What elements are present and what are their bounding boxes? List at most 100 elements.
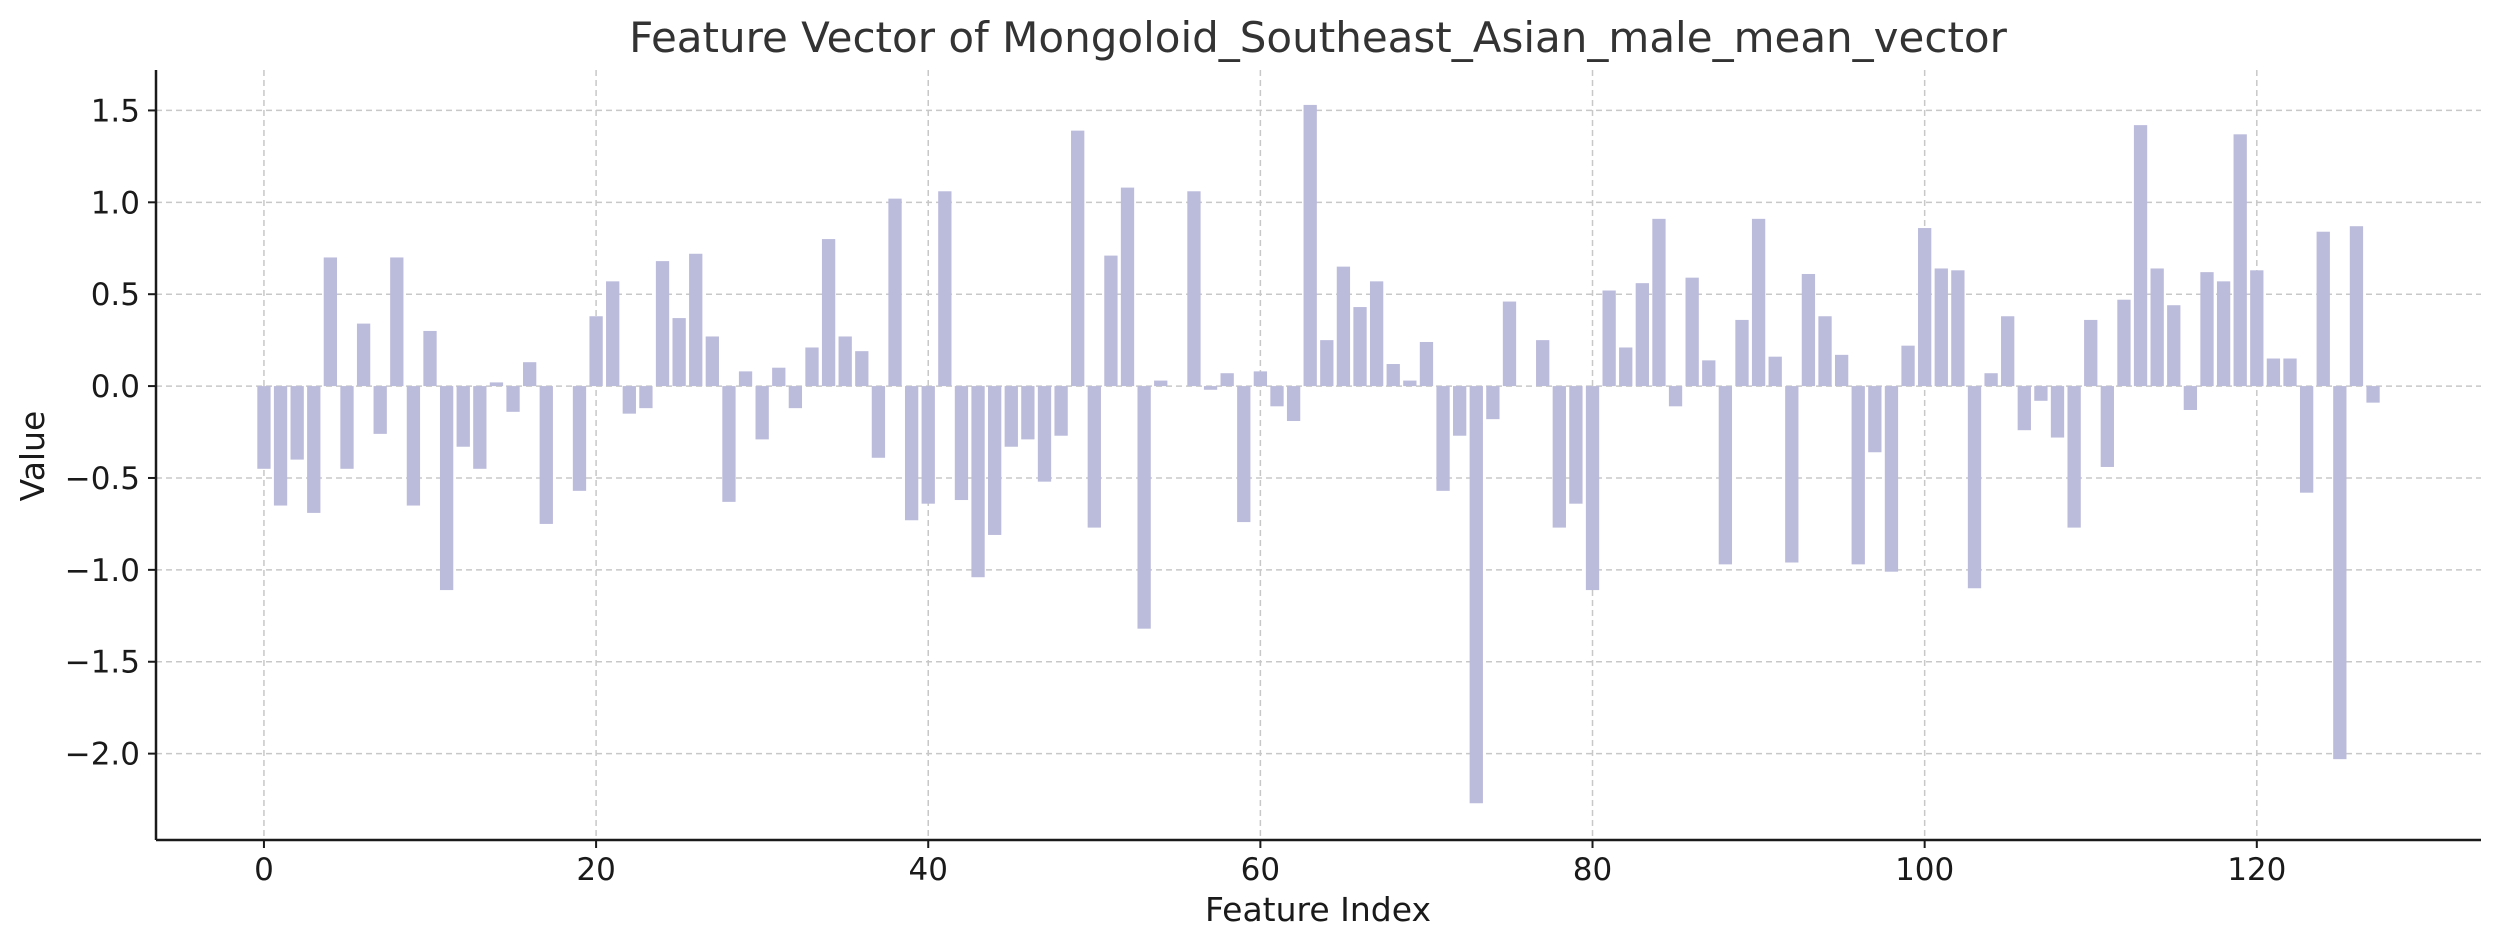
bar	[722, 386, 736, 502]
bar	[988, 386, 1002, 535]
bar	[2283, 358, 2297, 387]
bar	[1718, 386, 1733, 565]
bar	[1901, 345, 1915, 387]
bar	[1851, 386, 1865, 565]
bar	[323, 257, 338, 387]
x-tick-label: 20	[576, 852, 615, 888]
bar	[1486, 386, 1500, 420]
bar	[1967, 386, 1982, 589]
bar	[1668, 386, 1683, 407]
bar	[1104, 255, 1118, 387]
bar	[2133, 125, 2148, 387]
bar	[2233, 134, 2247, 387]
bar	[2250, 270, 2264, 387]
y-tick-label: 0.5	[91, 277, 140, 313]
bar	[904, 386, 919, 521]
x-axis-label: Feature Index	[1205, 890, 1431, 929]
bar	[2183, 386, 2198, 410]
bar	[1137, 386, 1151, 629]
axes	[154, 70, 2481, 842]
bar	[755, 386, 769, 440]
bar	[572, 386, 587, 491]
bar	[1602, 290, 1616, 387]
y-tick-label: −1.5	[65, 645, 140, 681]
bar	[1469, 386, 1483, 804]
x-tick-label: 40	[909, 852, 948, 888]
bar	[1685, 277, 1699, 387]
bar	[805, 347, 819, 387]
y-tick-label: −0.5	[65, 461, 140, 497]
bar	[1951, 270, 1965, 387]
bar	[307, 386, 321, 513]
bar	[639, 386, 653, 409]
bar	[838, 336, 852, 387]
bar	[2200, 272, 2214, 387]
bar	[1403, 380, 1417, 387]
bar	[672, 318, 686, 387]
y-tick-label: 0.0	[91, 369, 140, 405]
bar	[2167, 305, 2181, 387]
bar	[1353, 307, 1367, 387]
bar	[738, 371, 753, 387]
bar	[2034, 386, 2048, 401]
bar	[788, 386, 803, 409]
chart-title: Feature Vector of Mongoloid_Southeast_As…	[629, 13, 2008, 62]
bar	[1818, 316, 1832, 387]
bar	[406, 386, 421, 506]
bar	[390, 257, 404, 387]
bar	[2216, 281, 2231, 387]
bar	[1884, 386, 1899, 572]
bar	[871, 386, 886, 458]
bar	[257, 386, 271, 469]
bar	[290, 386, 304, 460]
bar	[1585, 386, 1600, 591]
bar	[1336, 266, 1351, 387]
bar	[1369, 281, 1384, 387]
bar	[1270, 386, 1284, 407]
bar	[423, 330, 437, 387]
bar	[1087, 386, 1101, 528]
bar	[1037, 386, 1052, 482]
bar	[2366, 386, 2380, 403]
y-tick-label: −1.0	[65, 553, 140, 589]
bar	[2349, 226, 2364, 387]
bar	[2084, 319, 2098, 387]
x-ticks: 0 20 40 60 80 100 120	[254, 840, 2286, 888]
bar	[439, 386, 454, 591]
bar	[1768, 356, 1782, 387]
y-tick-label: −2.0	[65, 737, 140, 773]
bar	[1220, 373, 1234, 387]
x-tick-label: 120	[2227, 852, 2286, 888]
x-tick-label: 100	[1895, 852, 1954, 888]
bar	[954, 386, 969, 501]
bar	[1751, 218, 1766, 387]
bar	[1868, 386, 1882, 453]
bar	[489, 382, 504, 387]
y-tick-label: 1.5	[91, 93, 140, 129]
bar	[705, 336, 719, 387]
bar	[2050, 386, 2065, 438]
bar	[523, 362, 537, 387]
bar	[1536, 340, 1550, 387]
bar	[855, 351, 869, 387]
bar	[1702, 360, 1716, 387]
y-tick-label: 1.0	[91, 185, 140, 221]
bar	[456, 386, 470, 447]
bar	[1303, 104, 1317, 387]
bar	[2316, 231, 2330, 387]
bar	[1419, 341, 1434, 387]
bar	[606, 281, 620, 387]
bar	[1934, 268, 1948, 387]
bar	[1569, 386, 1583, 504]
bar	[1386, 364, 1400, 387]
bar	[2067, 386, 2081, 528]
bar	[921, 386, 935, 504]
x-tick-label: 60	[1241, 852, 1280, 888]
bar	[938, 191, 952, 387]
bar	[821, 239, 836, 387]
y-ticks: 1.5 1.0 0.5 0.0 −0.5 −1.0 −1.5 −2.0	[65, 93, 156, 773]
bar	[888, 198, 902, 387]
bar	[2150, 268, 2164, 387]
bar	[1436, 386, 1450, 491]
